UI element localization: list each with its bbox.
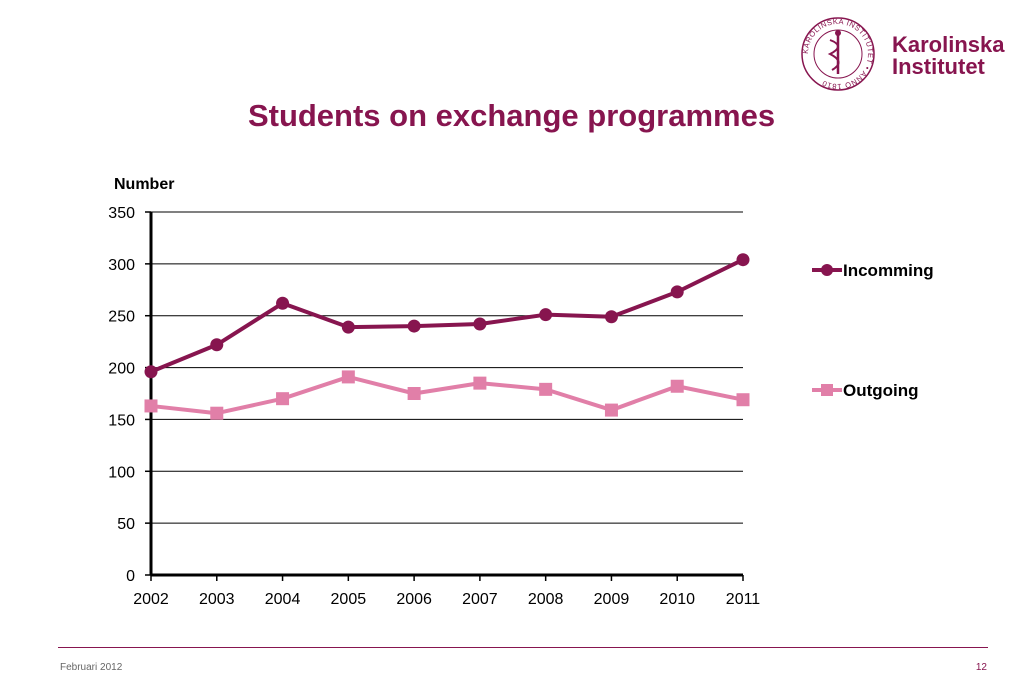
data-point [670,285,684,299]
y-tick-label: 300 [108,257,135,274]
data-point [604,403,618,417]
data-point [144,365,158,379]
x-tick-label: 2003 [199,591,235,608]
series-line-2 [150,374,744,416]
x-tick-label: 2006 [396,591,432,608]
data-point [604,310,618,324]
y-tick-label: 0 [126,568,135,585]
seal-icon: KAROLINSKA INSTITUTET • ANNO 1810 [801,17,875,91]
data-point [473,376,487,390]
slide-title: Students on exchange programmes [247,98,776,133]
x-tick-label: 2009 [594,591,630,608]
y-axis-label: Number [114,176,174,193]
y-tick-label: 350 [108,205,135,222]
data-point [210,406,224,420]
y-tick-label: 50 [117,516,135,533]
data-point [210,338,224,352]
karolinska-logo: KAROLINSKA INSTITUTET • ANNO 1810 Karoli… [798,14,1005,94]
series-line-1 [150,257,744,374]
legend-marker [821,384,833,396]
data-point [407,387,421,400]
data-point [670,379,684,393]
y-tick-label: 200 [108,361,135,378]
y-tick-label: 150 [108,412,135,429]
logo-wordmark-line1: Karolinska [892,32,1005,57]
y-tick-label: 100 [108,464,135,481]
footer-divider [58,647,988,648]
data-point [736,253,750,267]
x-tick-label: 2007 [462,591,498,608]
x-tick-label: 2008 [528,591,564,608]
y-tick-label: 250 [108,309,135,326]
data-point [276,392,290,406]
x-tick-label: 2004 [265,591,301,608]
data-point [539,382,553,396]
data-point [407,319,421,333]
legend-label: Outgoing [843,381,919,400]
data-point [539,308,553,322]
data-point [144,399,158,413]
data-point [473,317,487,331]
legend-label: Incomming [843,261,934,280]
x-tick-label: 2005 [331,591,367,608]
legend-marker [821,264,833,276]
logo-wordmark-line2: Institutet [892,54,985,79]
x-tick-label: 2010 [659,591,695,608]
x-tick-label: 2011 [726,591,761,608]
data-point [276,296,290,310]
x-tick-label: 2002 [133,591,169,608]
data-point [341,370,355,384]
footer-date: Februari 2012 [60,662,123,673]
data-point [341,320,355,334]
page-number: 12 [975,662,987,673]
data-point [736,393,750,407]
